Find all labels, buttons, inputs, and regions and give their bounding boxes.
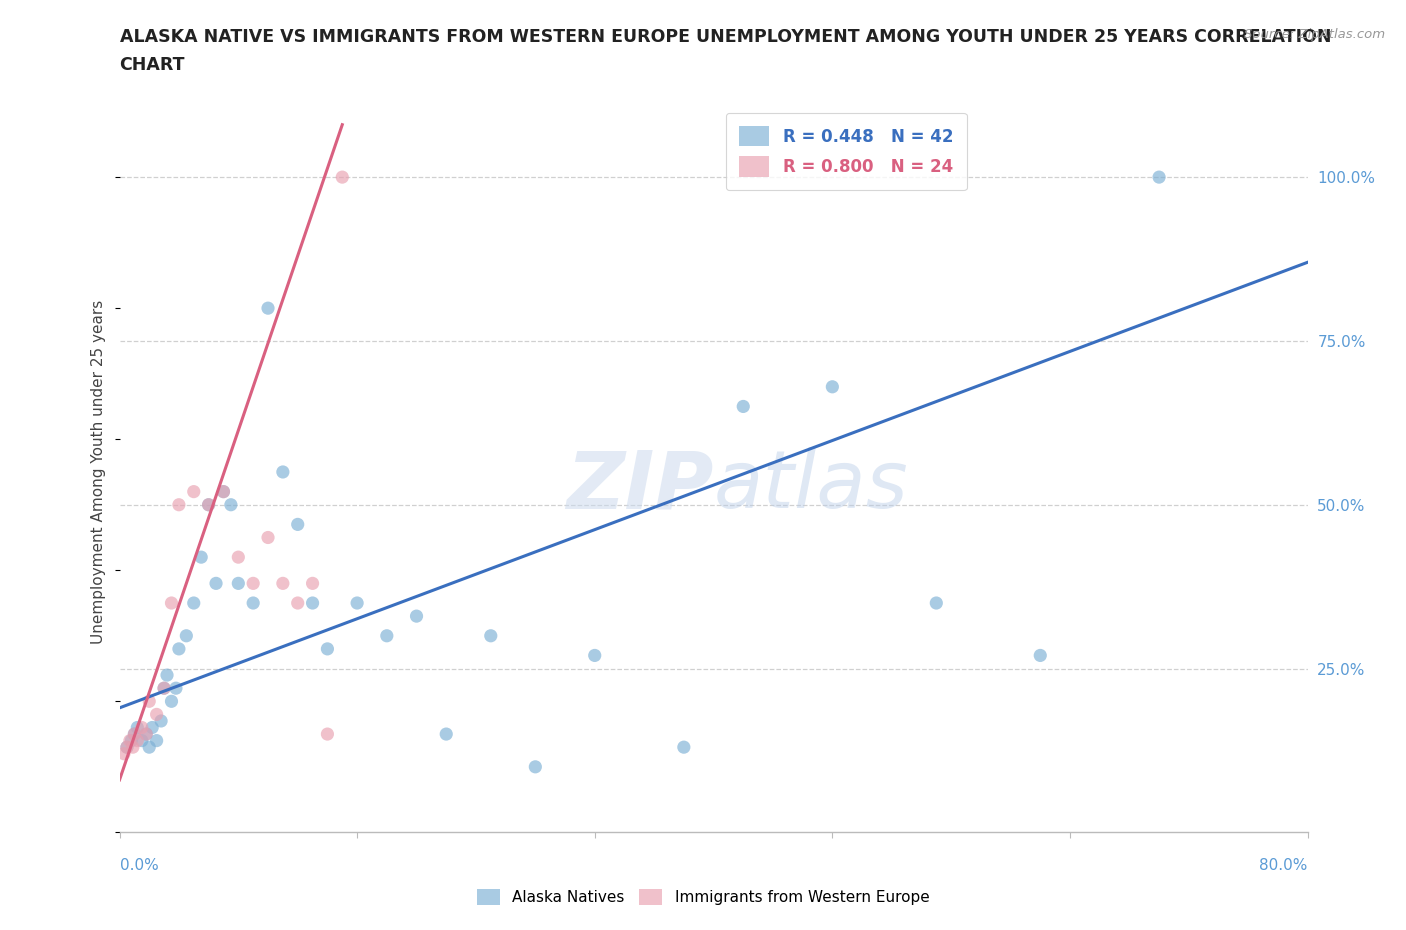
Point <box>346 595 368 610</box>
Point <box>1029 648 1052 663</box>
Point <box>257 300 280 315</box>
Point <box>672 739 695 754</box>
Point <box>131 733 153 748</box>
Point <box>375 629 398 644</box>
Text: 0.0%: 0.0% <box>120 857 159 872</box>
Legend: Alaska Natives, Immigrants from Western Europe: Alaska Natives, Immigrants from Western … <box>471 883 935 911</box>
Text: Source: ZipAtlas.com: Source: ZipAtlas.com <box>1244 28 1385 41</box>
Text: CHART: CHART <box>120 56 186 73</box>
Point <box>405 609 427 624</box>
Point <box>733 399 755 414</box>
Point <box>257 530 280 545</box>
Text: ALASKA NATIVE VS IMMIGRANTS FROM WESTERN EUROPE UNEMPLOYMENT AMONG YOUTH UNDER 2: ALASKA NATIVE VS IMMIGRANTS FROM WESTERN… <box>120 28 1331 46</box>
Point <box>124 726 146 741</box>
Point <box>145 733 167 748</box>
Point <box>316 642 339 657</box>
Point <box>301 576 323 591</box>
Point <box>127 720 149 735</box>
Point <box>138 739 160 754</box>
Point <box>112 746 135 761</box>
Point <box>183 595 205 610</box>
Point <box>153 681 176 696</box>
Point <box>228 550 250 565</box>
Point <box>212 485 235 499</box>
Point <box>156 668 179 683</box>
Point <box>583 648 606 663</box>
Text: ZIP: ZIP <box>567 447 713 525</box>
Point <box>524 760 547 775</box>
Point <box>167 642 190 657</box>
Point <box>118 733 141 748</box>
Point <box>287 595 309 610</box>
Point <box>160 595 183 610</box>
Point <box>160 694 183 709</box>
Point <box>141 720 163 735</box>
Point <box>135 726 157 741</box>
Point <box>167 498 190 512</box>
Point <box>301 595 323 610</box>
Point <box>122 739 145 754</box>
Point <box>115 739 138 754</box>
Point <box>153 681 176 696</box>
Legend: R = 0.448   N = 42, R = 0.800   N = 24: R = 0.448 N = 42, R = 0.800 N = 24 <box>725 113 966 190</box>
Point <box>124 726 146 741</box>
Y-axis label: Unemployment Among Youth under 25 years: Unemployment Among Youth under 25 years <box>91 299 107 644</box>
Text: 80.0%: 80.0% <box>1260 857 1308 872</box>
Point <box>434 726 457 741</box>
Point <box>197 498 219 512</box>
Point <box>205 576 228 591</box>
Point <box>127 733 149 748</box>
Point <box>316 726 339 741</box>
Point <box>120 733 142 748</box>
Point <box>115 739 138 754</box>
Point <box>197 498 219 512</box>
Point <box>183 485 205 499</box>
Point <box>150 713 173 728</box>
Point <box>271 576 294 591</box>
Point <box>1147 169 1170 184</box>
Point <box>176 629 198 644</box>
Point <box>242 576 264 591</box>
Point <box>821 379 844 394</box>
Point <box>242 595 264 610</box>
Point <box>131 720 153 735</box>
Point <box>219 498 242 512</box>
Point <box>271 465 294 480</box>
Point <box>330 169 353 184</box>
Point <box>925 595 948 610</box>
Point <box>145 707 167 722</box>
Point <box>228 576 250 591</box>
Point <box>479 629 502 644</box>
Text: atlas: atlas <box>713 447 908 525</box>
Point <box>138 694 160 709</box>
Point <box>135 726 157 741</box>
Point <box>287 517 309 532</box>
Point <box>212 485 235 499</box>
Point <box>190 550 212 565</box>
Point <box>165 681 187 696</box>
